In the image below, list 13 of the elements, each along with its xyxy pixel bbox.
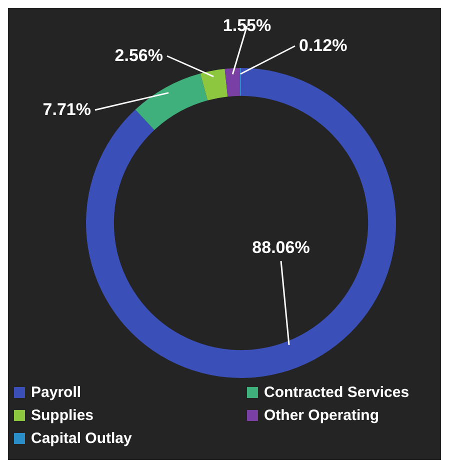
legend-label: Payroll — [31, 384, 82, 401]
legend-label: Contracted Services — [264, 384, 410, 401]
data-label: 7.71% — [42, 100, 91, 119]
donut-slice — [200, 68, 228, 100]
data-label: 88.06% — [252, 238, 310, 257]
legend-label: Capital Outlay — [31, 430, 132, 447]
data-label: 2.56% — [114, 46, 163, 65]
data-label: 1.55% — [222, 16, 272, 35]
legend-label: Other Operating — [264, 407, 380, 424]
data-label: 0.12% — [299, 36, 348, 55]
legend-label: Supplies — [31, 407, 94, 424]
donut-slice — [224, 68, 240, 97]
donut-slice — [135, 73, 208, 130]
